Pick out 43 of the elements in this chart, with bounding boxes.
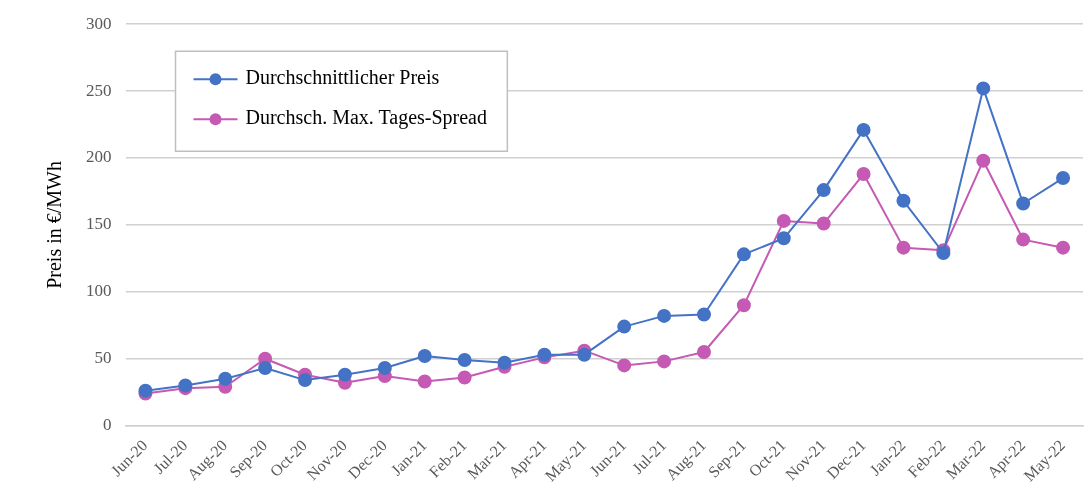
point [856, 122, 871, 137]
point [816, 216, 831, 231]
point [337, 367, 352, 382]
point [497, 355, 512, 370]
y-tick-label: 250 [86, 80, 112, 100]
point [1056, 240, 1071, 255]
y-tick-label: 200 [86, 147, 112, 167]
point [298, 373, 313, 388]
point [896, 240, 911, 255]
y-tick-label: 50 [94, 348, 112, 368]
point [696, 307, 711, 322]
point [736, 247, 751, 262]
point [617, 358, 632, 373]
point [417, 349, 432, 364]
point [258, 361, 273, 376]
legend-label: Durchschnittlicher Preis [245, 66, 440, 89]
point [457, 370, 472, 385]
legend-label: Durchsch. Max. Tages-Spread [245, 106, 487, 130]
point [976, 81, 991, 96]
point [657, 308, 672, 323]
point [696, 345, 711, 360]
y-tick-label: 300 [86, 13, 112, 33]
point [657, 354, 672, 369]
point [577, 347, 592, 362]
y-tick-label: 0 [103, 415, 112, 435]
y-tick-label: 150 [86, 214, 112, 234]
point [1056, 171, 1071, 186]
y-tick-label: 100 [86, 281, 112, 301]
point [1016, 196, 1031, 211]
point [377, 361, 392, 376]
point [816, 183, 831, 198]
point [417, 374, 432, 389]
point [856, 167, 871, 182]
y-axis-title: Preis in €/MWh [43, 161, 66, 289]
point [617, 319, 632, 334]
point [976, 153, 991, 168]
point [776, 213, 791, 228]
point [1016, 232, 1031, 247]
point [776, 231, 791, 246]
point [218, 371, 233, 386]
point [457, 353, 472, 368]
point [896, 193, 911, 208]
point [736, 298, 751, 313]
